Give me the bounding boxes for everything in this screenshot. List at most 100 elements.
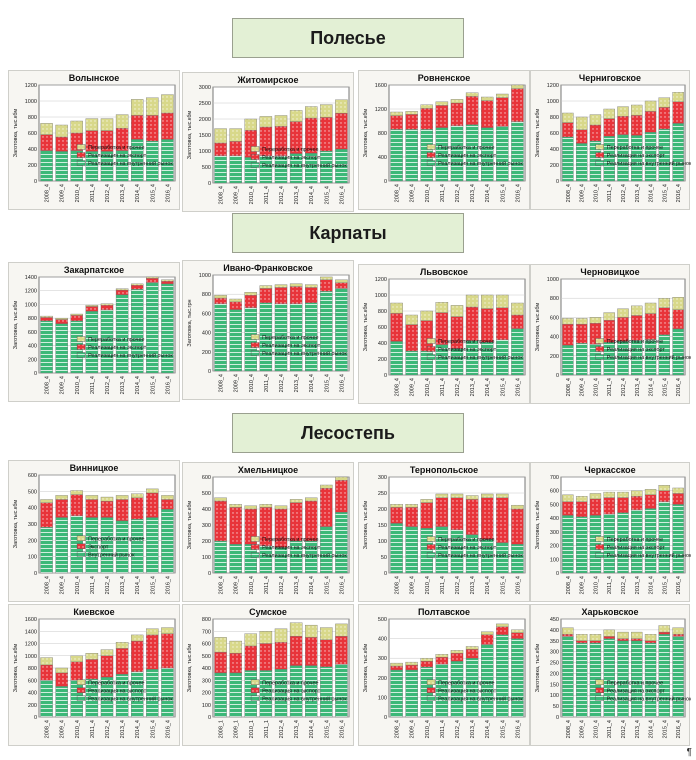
chart-svg: 0 200 400 600 800 1000 1200 Заготовка, тыс.кбм 2… <box>363 277 526 396</box>
x-tick-label: 2010_4 <box>593 184 599 202</box>
bar-segment <box>335 664 348 718</box>
y-tick-label: 0 <box>34 715 37 721</box>
x-tick-label: 2010_4 <box>249 374 255 392</box>
y-tick-label: 400 <box>202 666 211 672</box>
bar-segment <box>55 136 68 152</box>
bar-segment <box>146 628 159 636</box>
bar-segment <box>658 634 671 718</box>
y-axis-label: Заготовка, тыс.кбм <box>363 501 369 550</box>
y-tick-label: 400 <box>550 516 559 522</box>
legend-swatch <box>250 536 260 542</box>
bar-segment <box>603 491 615 498</box>
y-tick-label: 0 <box>384 373 387 379</box>
bar-segment <box>335 279 348 283</box>
bar-segment <box>631 638 643 641</box>
bar-segment <box>244 118 257 131</box>
legend-swatch <box>595 152 604 158</box>
legend-swatch <box>250 146 260 152</box>
x-tick-label: 2010_4 <box>593 576 599 594</box>
legend-swatch <box>426 338 436 344</box>
x-tick-label: 2016_4 <box>339 374 345 392</box>
bar-segment <box>631 490 643 497</box>
y-tick-label: 1000 <box>25 654 37 660</box>
bar-segment <box>589 124 602 142</box>
legend-swatch <box>426 687 436 693</box>
bar-segment <box>320 488 333 527</box>
bar-segment <box>335 480 348 513</box>
y-tick-label: 300 <box>28 522 37 528</box>
bar-segment <box>390 504 403 508</box>
bar-segment <box>274 287 288 304</box>
bar-segment <box>450 497 464 530</box>
x-tick-label: 2016_4 <box>165 720 171 738</box>
bar-segment <box>40 134 53 151</box>
bar-segment <box>214 128 227 144</box>
legend-swatch <box>595 679 604 685</box>
bar-segment <box>305 106 318 119</box>
x-tick-label: 2008_4 <box>566 720 572 738</box>
bar-segment <box>115 114 129 129</box>
bar-segment <box>115 642 129 649</box>
bar-segment <box>603 108 615 119</box>
chart-svg: 0 100 200 300 400 500 600 700 Заготовка, тыс.кбм… <box>535 475 691 594</box>
bar-segment <box>244 130 257 158</box>
bar-segment <box>115 648 129 675</box>
bar-segment <box>631 315 643 341</box>
x-tick-label: 2009_4 <box>580 720 586 738</box>
bar-segment <box>40 680 53 718</box>
legend-label: Реализация на экспорт <box>607 688 666 694</box>
y-tick-label: 600 <box>28 330 37 336</box>
x-tick-label: 2016_4 <box>339 186 345 204</box>
bar-segment <box>244 670 257 718</box>
x-tick-label: 2008_4 <box>395 378 401 396</box>
bar-segment <box>435 302 449 313</box>
bar-segment <box>244 294 257 308</box>
legend-swatch <box>250 687 260 693</box>
y-axis-label: Заготовка, тыс.кбм <box>535 644 541 693</box>
chart-title: Ровненское <box>417 73 471 83</box>
legend-label: Реализация на внутренний рынок <box>607 695 691 702</box>
bar-segment <box>511 302 524 316</box>
legend-label: Реализация на экспорт <box>262 545 321 551</box>
bar-segment <box>55 686 68 718</box>
bar-segment <box>40 315 53 318</box>
bar-segment <box>465 495 479 500</box>
x-tick-label: 2011_4 <box>90 576 96 594</box>
bar-segment <box>450 305 464 317</box>
x-tick-label: 2014_4 <box>309 720 315 738</box>
x-tick-label: 2012_4 <box>455 720 461 738</box>
x-tick-label: 2011_4 <box>90 184 96 202</box>
bar-segment <box>575 642 588 718</box>
x-tick-label: 2009_4 <box>60 184 66 202</box>
legend-label: Реализация на экспорт <box>88 688 147 694</box>
bar-segment <box>305 637 318 666</box>
x-tick-label: 2009_4 <box>234 374 240 392</box>
bar-segment <box>55 517 68 574</box>
x-tick-label: 2013_4 <box>470 184 476 202</box>
y-axis-label: Заготовка, тыс.кбм <box>363 303 369 352</box>
x-tick-label: 2013_4 <box>120 576 126 594</box>
x-tick-label: 2012_4 <box>279 576 285 594</box>
x-tick-label: 2008_4 <box>566 576 572 594</box>
bar-segment <box>511 88 524 122</box>
bar-segment <box>496 97 509 127</box>
bar-segment <box>131 285 144 290</box>
bar-segment <box>589 640 602 644</box>
x-tick-label: 2014_4 <box>485 378 491 396</box>
bar-segment <box>305 284 318 288</box>
y-tick-label: 200 <box>378 357 387 363</box>
bar-segment <box>259 631 273 644</box>
bar-segment <box>259 288 273 304</box>
bar-segment <box>85 118 99 131</box>
x-tick-label: 2011_4 <box>440 576 446 594</box>
y-tick-label: 500 <box>202 491 211 497</box>
bar-segment <box>631 305 643 316</box>
bar-segment <box>146 97 159 116</box>
bar-segment <box>146 278 159 283</box>
bar-segment <box>617 491 629 498</box>
chart-svg: 0 200 400 600 800 1000 1200 Заготовка, тыс.кбм 2… <box>13 83 176 202</box>
pilcrow-mark: ¶ <box>686 747 692 758</box>
bar-segment <box>214 637 227 653</box>
bar-segment <box>390 523 403 574</box>
bar-segment <box>481 631 494 635</box>
